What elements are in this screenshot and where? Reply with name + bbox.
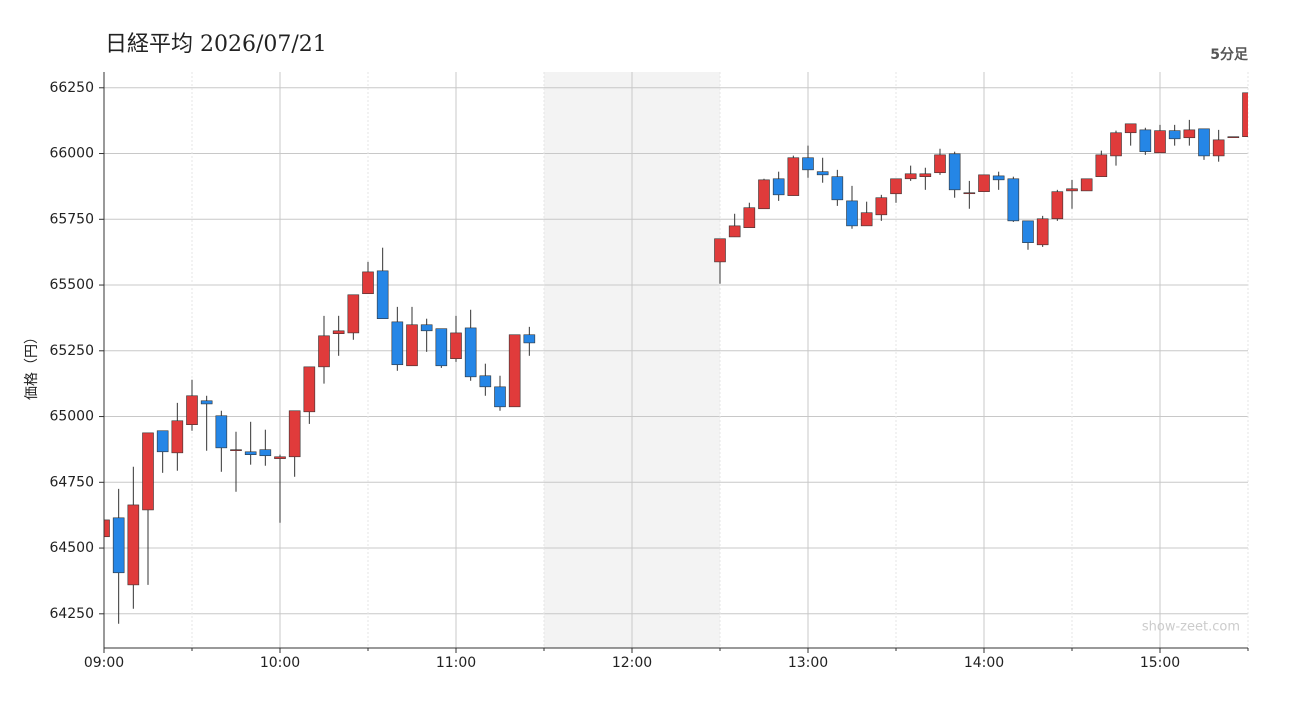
candle-body [1007,178,1020,222]
candle-body [860,212,873,227]
candle-body [714,238,726,263]
candle-body [875,197,888,216]
candle-body [171,420,184,454]
chart-title: 日経平均 2026/07/21 [105,32,327,57]
candle-body [142,432,154,511]
candle-body [1139,129,1152,152]
candle-body [332,330,345,334]
candle-body [479,375,492,388]
candle-body [1168,130,1181,140]
x-tick-label: 13:00 [788,655,828,671]
candle-body [112,517,125,574]
candle-body [288,410,301,458]
candle-body [464,327,477,378]
candle-body [391,321,404,366]
candle-body [1198,128,1210,157]
candle-body [1183,129,1196,139]
candle-body [772,178,785,196]
candle-body [1051,191,1064,220]
candle-body [934,154,946,174]
candle-body [1212,139,1225,157]
candle-body [1080,178,1093,192]
candle-body [743,207,756,229]
candle-body [963,192,976,195]
candle-body [303,366,316,413]
x-tick-label: 12:00 [612,655,652,671]
candle-body [347,294,360,334]
candle-body [1110,132,1122,157]
candle-body [890,178,902,195]
candle-body [787,157,800,196]
candle-body [244,451,257,455]
y-tick-label: 66250 [49,80,94,96]
y-tick-label: 64750 [49,474,94,490]
y-tick-label: 65750 [49,211,94,227]
candle-body [1227,136,1240,139]
candle-body [1095,154,1108,177]
candle-body [200,400,213,405]
y-tick-label: 65500 [49,277,94,293]
candle-body [978,174,990,192]
candle-body [919,173,932,177]
candle-body [1124,123,1137,134]
candle-body [435,328,448,367]
candle-body [362,271,374,295]
candle-body [1022,220,1034,243]
grid [103,72,1249,648]
x-tick-label: 14:00 [964,655,1004,671]
y-tick-label: 65000 [49,409,94,425]
x-tick-label: 15:00 [1140,655,1180,671]
candle-body [186,395,198,426]
candle-body [1066,188,1078,192]
candle-body [406,324,418,367]
candle-body [802,157,814,171]
candle-body [816,171,829,176]
candle-body [156,430,169,453]
candle-body [846,200,858,227]
candles [104,92,1248,624]
candle-body [376,270,389,320]
candle-body [728,225,741,238]
candle-body [215,415,228,449]
candle-body [450,332,462,359]
candle-body [274,456,286,459]
y-tick-label: 65250 [49,343,94,359]
candle-body [420,324,433,332]
candle-body [318,335,330,368]
y-tick-label: 64250 [49,606,94,622]
candle-body [1036,218,1049,246]
candle-body [508,334,521,408]
candle-body [259,449,272,457]
candle-body [831,176,844,201]
candle-body [127,504,140,586]
candle-body [230,449,242,451]
x-tick-label: 11:00 [436,655,476,671]
x-tick-label: 10:00 [260,655,300,671]
candle-body [1242,92,1248,138]
candle-body [758,179,770,210]
candle-body [1154,130,1166,154]
candle-body [523,334,536,344]
x-tick-label: 09:00 [84,655,124,671]
watermark: show-zeet.com [1142,620,1240,635]
period-label: 5分足 [1210,47,1249,63]
axes: 64250 64500 64750 65000 65250 65500 65750 66000… [49,72,1249,671]
candle-body [948,153,961,191]
candle-body [494,386,506,408]
y-tick-label: 64500 [49,540,94,556]
candle-body [904,173,917,180]
candle-body [104,519,110,538]
candle-body [992,175,1005,181]
y-axis-label: 価格（円） [24,330,40,400]
y-tick-label: 66000 [49,146,94,162]
